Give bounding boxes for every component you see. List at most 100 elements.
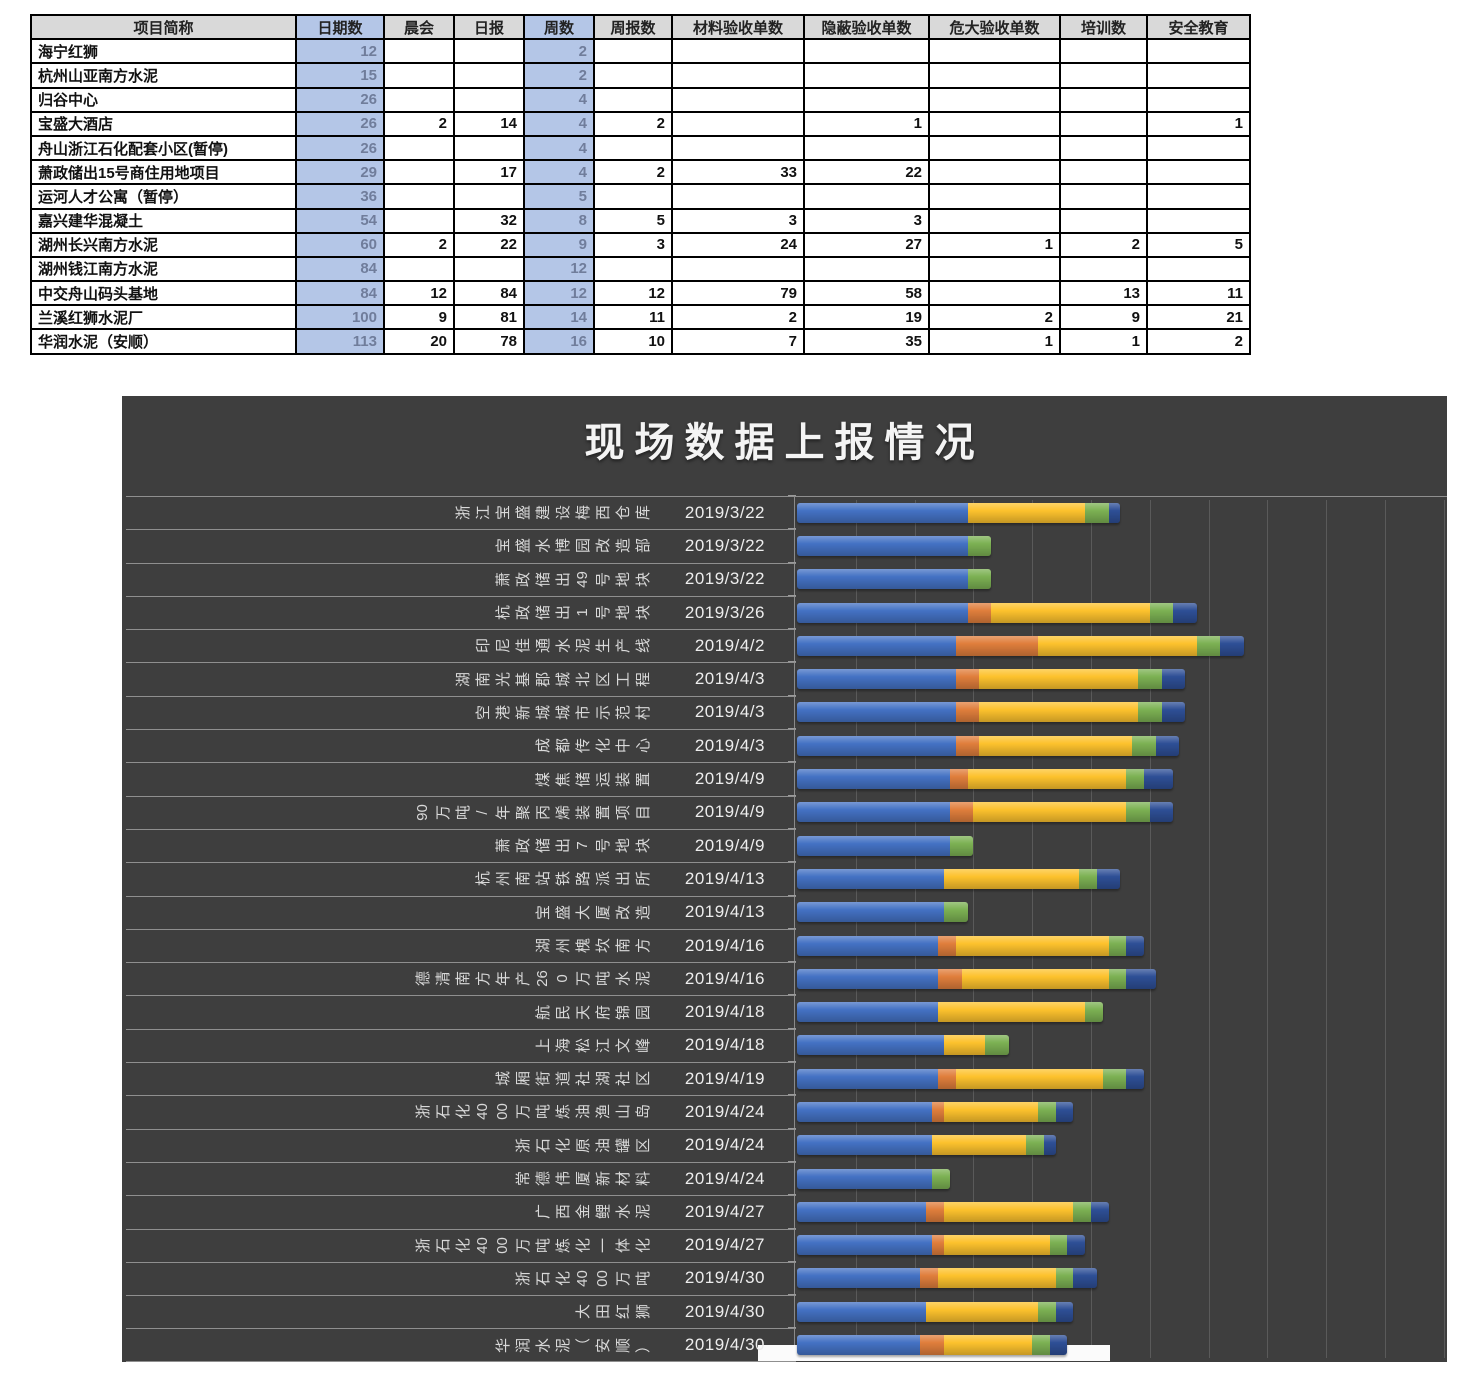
value-cell[interactable] (383, 86, 455, 113)
column-header[interactable]: 危大验收单数 (928, 13, 1061, 41)
value-cell[interactable] (671, 86, 805, 113)
value-cell[interactable] (383, 38, 455, 65)
value-cell[interactable] (1059, 255, 1148, 283)
column-header[interactable]: 周报数 (593, 13, 673, 41)
value-cell[interactable] (593, 86, 673, 113)
value-cell[interactable]: 14 (523, 304, 595, 331)
value-cell[interactable]: 12 (523, 255, 595, 283)
value-cell[interactable]: 11 (593, 304, 673, 331)
value-cell[interactable]: 81 (453, 304, 525, 331)
value-cell[interactable]: 32 (453, 207, 525, 234)
value-cell[interactable]: 4 (523, 110, 595, 137)
value-cell[interactable]: 13 (1059, 280, 1148, 307)
value-cell[interactable]: 58 (803, 280, 930, 307)
value-cell[interactable] (453, 134, 525, 162)
value-cell[interactable]: 22 (453, 231, 525, 258)
value-cell[interactable]: 27 (803, 231, 930, 258)
value-cell[interactable] (928, 255, 1061, 283)
value-cell[interactable] (1146, 255, 1251, 283)
value-cell[interactable] (1146, 38, 1251, 65)
value-cell[interactable] (453, 62, 525, 89)
value-cell[interactable]: 84 (453, 280, 525, 307)
value-cell[interactable] (383, 159, 455, 186)
value-cell[interactable] (1146, 62, 1251, 89)
value-cell[interactable]: 26 (295, 86, 385, 113)
column-header[interactable]: 培训数 (1059, 13, 1148, 41)
value-cell[interactable] (928, 207, 1061, 234)
value-cell[interactable]: 2 (1059, 231, 1148, 258)
value-cell[interactable]: 2 (523, 62, 595, 89)
value-cell[interactable] (593, 183, 673, 210)
value-cell[interactable] (803, 134, 930, 162)
project-name-cell[interactable]: 嘉兴建华混凝土 (30, 207, 297, 234)
value-cell[interactable]: 7 (671, 328, 805, 355)
project-name-cell[interactable]: 杭州山亚南方水泥 (30, 62, 297, 89)
value-cell[interactable]: 17 (453, 159, 525, 186)
project-name-cell[interactable]: 运河人才公寓（暂停） (30, 183, 297, 210)
project-name-cell[interactable]: 兰溪红狮水泥厂 (30, 304, 297, 331)
value-cell[interactable] (1059, 183, 1148, 210)
value-cell[interactable]: 4 (523, 159, 595, 186)
value-cell[interactable] (928, 62, 1061, 89)
value-cell[interactable]: 2 (383, 110, 455, 137)
value-cell[interactable] (1146, 159, 1251, 186)
value-cell[interactable]: 4 (523, 86, 595, 113)
value-cell[interactable] (928, 110, 1061, 137)
project-name-cell[interactable]: 归谷中心 (30, 86, 297, 113)
column-header[interactable]: 晨会 (383, 13, 455, 41)
value-cell[interactable]: 9 (523, 231, 595, 258)
value-cell[interactable]: 33 (671, 159, 805, 186)
value-cell[interactable]: 12 (383, 280, 455, 307)
value-cell[interactable]: 24 (671, 231, 805, 258)
value-cell[interactable]: 84 (295, 255, 385, 283)
value-cell[interactable]: 14 (453, 110, 525, 137)
value-cell[interactable] (803, 255, 930, 283)
value-cell[interactable]: 2 (383, 231, 455, 258)
value-cell[interactable] (803, 183, 930, 210)
value-cell[interactable]: 19 (803, 304, 930, 331)
value-cell[interactable]: 2 (671, 304, 805, 331)
column-header[interactable]: 日期数 (295, 13, 385, 41)
project-name-cell[interactable]: 湖州长兴南方水泥 (30, 231, 297, 258)
value-cell[interactable]: 36 (295, 183, 385, 210)
value-cell[interactable] (1146, 207, 1251, 234)
value-cell[interactable]: 4 (523, 134, 595, 162)
value-cell[interactable]: 1 (928, 328, 1061, 355)
column-header[interactable]: 材料验收单数 (671, 13, 805, 41)
value-cell[interactable] (928, 280, 1061, 307)
value-cell[interactable] (1059, 38, 1148, 65)
value-cell[interactable]: 3 (671, 207, 805, 234)
value-cell[interactable]: 26 (295, 110, 385, 137)
value-cell[interactable]: 1 (803, 110, 930, 137)
value-cell[interactable] (928, 159, 1061, 186)
value-cell[interactable]: 2 (593, 110, 673, 137)
value-cell[interactable]: 2 (593, 159, 673, 186)
value-cell[interactable]: 100 (295, 304, 385, 331)
project-name-cell[interactable]: 萧政储出15号商住用地项目 (30, 159, 297, 186)
value-cell[interactable] (593, 134, 673, 162)
value-cell[interactable]: 54 (295, 207, 385, 234)
value-cell[interactable] (453, 86, 525, 113)
value-cell[interactable] (383, 255, 455, 283)
project-name-cell[interactable]: 华润水泥（安顺） (30, 328, 297, 355)
column-header[interactable]: 日报 (453, 13, 525, 41)
value-cell[interactable]: 20 (383, 328, 455, 355)
value-cell[interactable]: 2 (928, 304, 1061, 331)
value-cell[interactable] (803, 86, 930, 113)
value-cell[interactable] (671, 134, 805, 162)
value-cell[interactable] (1059, 207, 1148, 234)
value-cell[interactable]: 16 (523, 328, 595, 355)
value-cell[interactable]: 12 (593, 280, 673, 307)
value-cell[interactable] (1146, 134, 1251, 162)
value-cell[interactable] (928, 86, 1061, 113)
value-cell[interactable] (928, 134, 1061, 162)
value-cell[interactable] (1059, 134, 1148, 162)
value-cell[interactable]: 1 (1146, 110, 1251, 137)
value-cell[interactable] (1146, 183, 1251, 210)
value-cell[interactable] (928, 38, 1061, 65)
value-cell[interactable] (383, 62, 455, 89)
value-cell[interactable]: 79 (671, 280, 805, 307)
value-cell[interactable] (803, 38, 930, 65)
value-cell[interactable]: 21 (1146, 304, 1251, 331)
value-cell[interactable] (671, 110, 805, 137)
